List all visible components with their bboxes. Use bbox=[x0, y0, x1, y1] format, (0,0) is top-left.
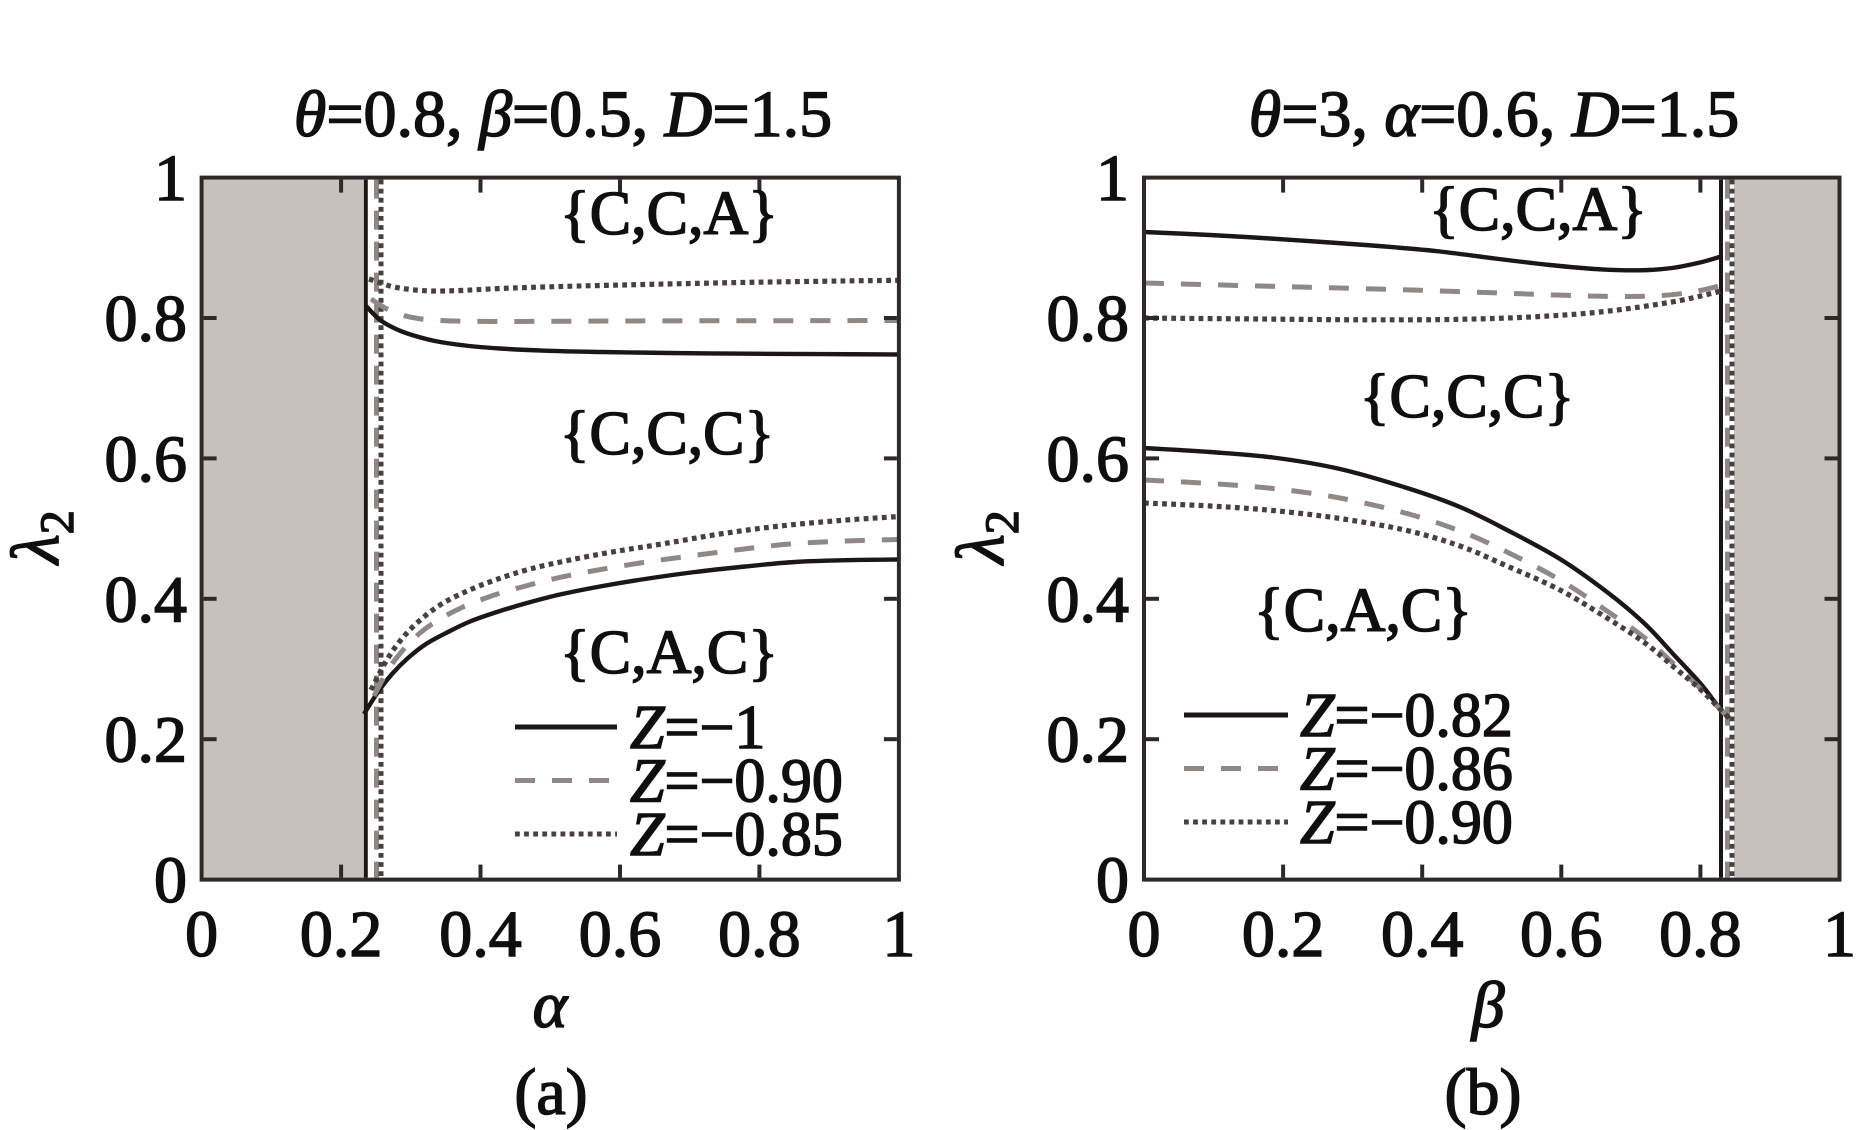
svg-text:0.8: 0.8 bbox=[718, 898, 801, 971]
svg-text:Z=−0.85: Z=−0.85 bbox=[630, 801, 843, 869]
svg-text:θ=3, α=0.6, D=1.5: θ=3, α=0.6, D=1.5 bbox=[1249, 78, 1739, 151]
svg-text:1: 1 bbox=[1096, 142, 1129, 215]
svg-text:0.2: 0.2 bbox=[1047, 704, 1130, 777]
svg-text:Z=−0.86: Z=−0.86 bbox=[1300, 736, 1513, 804]
svg-text:Z=−0.90: Z=−0.90 bbox=[1300, 789, 1513, 857]
svg-text:1: 1 bbox=[1823, 898, 1856, 971]
svg-text:{C,C,A}: {C,C,A} bbox=[560, 180, 778, 248]
svg-text:0.4: 0.4 bbox=[439, 898, 522, 971]
svg-text:0.6: 0.6 bbox=[1520, 898, 1603, 971]
svg-text:0.8: 0.8 bbox=[1659, 898, 1742, 971]
svg-text:0: 0 bbox=[185, 898, 218, 971]
svg-text:0.2: 0.2 bbox=[1242, 898, 1325, 971]
svg-text:0.8: 0.8 bbox=[1047, 283, 1130, 356]
svg-text:0.4: 0.4 bbox=[1047, 563, 1130, 636]
svg-text:{C,A,C}: {C,A,C} bbox=[1254, 577, 1472, 645]
svg-text:0: 0 bbox=[1128, 898, 1161, 971]
svg-text:λ2: λ2 bbox=[942, 510, 1029, 565]
svg-text:1: 1 bbox=[882, 898, 915, 971]
svg-text:Z=−0.82: Z=−0.82 bbox=[1300, 682, 1513, 750]
svg-text:0.4: 0.4 bbox=[105, 563, 188, 636]
svg-text:0.8: 0.8 bbox=[105, 283, 188, 356]
svg-text:{C,A,C}: {C,A,C} bbox=[560, 619, 778, 687]
svg-text:(a): (a) bbox=[514, 1056, 587, 1129]
svg-text:0.2: 0.2 bbox=[105, 704, 188, 777]
svg-text:0.6: 0.6 bbox=[1047, 423, 1130, 496]
svg-text:Z=−0.90: Z=−0.90 bbox=[630, 748, 843, 816]
svg-text:0: 0 bbox=[1096, 844, 1129, 917]
svg-text:0.6: 0.6 bbox=[105, 423, 188, 496]
svg-text:0.2: 0.2 bbox=[300, 898, 383, 971]
svg-text:{C,C,C}: {C,C,C} bbox=[560, 400, 775, 468]
svg-text:β: β bbox=[1470, 969, 1505, 1042]
svg-text:λ2: λ2 bbox=[0, 510, 84, 565]
svg-text:1: 1 bbox=[154, 142, 187, 215]
svg-text:{C,C,A}: {C,C,A} bbox=[1429, 176, 1647, 244]
svg-text:0.4: 0.4 bbox=[1381, 898, 1464, 971]
svg-text:{C,C,C}: {C,C,C} bbox=[1360, 363, 1575, 431]
svg-text:Z=−1: Z=−1 bbox=[630, 694, 765, 762]
svg-text:0: 0 bbox=[154, 844, 187, 917]
svg-text:α: α bbox=[533, 969, 569, 1042]
svg-text:(b): (b) bbox=[1445, 1056, 1522, 1129]
svg-text:0.6: 0.6 bbox=[579, 898, 662, 971]
svg-text:θ=0.8, β=0.5, D=1.5: θ=0.8, β=0.5, D=1.5 bbox=[294, 78, 832, 151]
